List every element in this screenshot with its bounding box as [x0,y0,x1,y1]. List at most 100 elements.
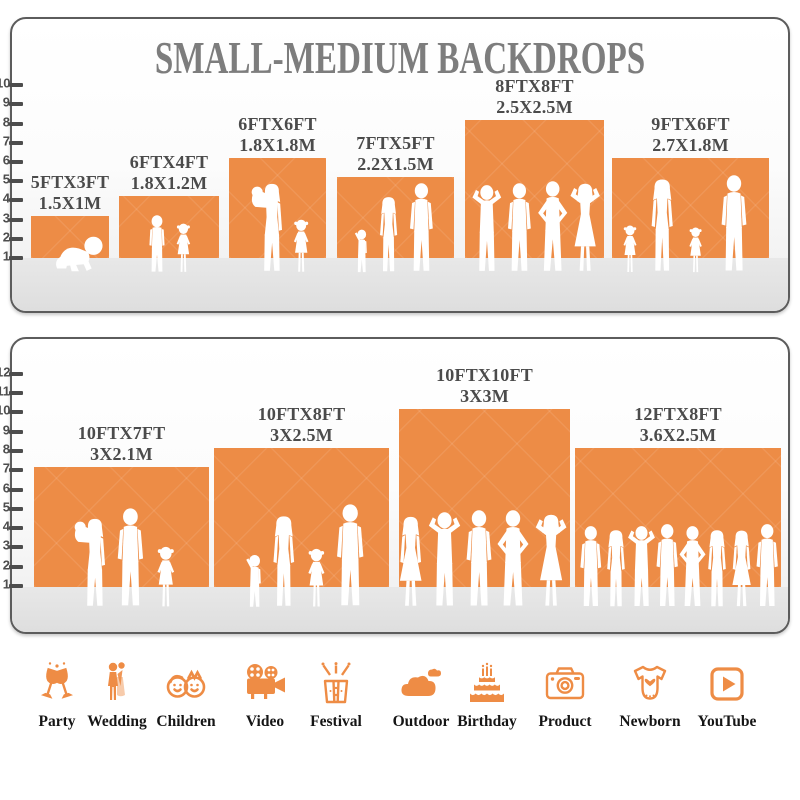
ruler-number: 7 [2,460,10,476]
backdrop-size-label: 6FTX4FT 1.8X1.2M [130,152,208,194]
ruler-tick [9,198,23,203]
backdrop-metric-label: 3.6X2.5M [639,424,717,445]
category-label: YouTube [697,713,757,730]
ruler-tick [9,256,23,260]
backdrop-size-label: 12FTX8FT 3.6X2.5M [634,404,722,446]
category-label: Party [38,713,76,730]
category-row: Party Wedding Children Video Festival Outdoor… [0,660,800,760]
silhouette-girl [307,548,325,607]
silhouette-man-arms-up [627,526,655,607]
ruler-number: 5 [2,499,10,515]
size-chart-panel-small-medium: SMALL-MEDIUM BACKDROPS 5FTX3FT 1.5X1M 6FTX… [0,17,800,313]
ruler-number: 6 [2,480,10,495]
silhouette-man [721,175,747,271]
ruler-tick [9,468,23,473]
silhouette-toddler [354,229,367,273]
silhouette-woman-holding-baby [74,518,105,606]
ruler-number: 12 [0,364,11,380]
ruler-tick [9,429,23,434]
ruler-number: 1 [2,248,10,264]
category-children: Children [138,660,234,731]
backdrop-rect [214,447,389,587]
ruler-number: 4 [2,190,10,206]
ruler-number: 7 [2,133,10,149]
wedding-icon [108,662,125,700]
category-label: Wedding [87,713,147,730]
video-icon [247,664,285,699]
ruler-number: 3 [2,537,10,553]
ruler-tick [9,487,23,492]
ruler-number: 9 [2,94,10,110]
backdrop-feet-label: 6FTX6FT [238,114,317,134]
silhouette-woman [380,197,398,272]
silhouette-man [507,183,531,271]
ruler-number: 6 [2,152,10,168]
silhouette-boy [149,215,165,272]
category-party: Party [9,660,105,731]
silhouette-man [117,508,143,606]
silhouette-man [336,504,364,606]
page-title: SMALL-MEDIUM BACKDROPS [154,32,646,83]
ruler-number: 8 [2,441,10,457]
ruler-tick [9,584,23,588]
silhouette-man [580,526,602,607]
ruler-number: 10 [0,75,11,91]
ruler-tick [9,410,23,415]
silhouette-man-hands-on-hips [497,510,529,606]
backdrop-size-label: 6FTX6FT 1.8X1.8M [238,114,316,156]
category-label: Product [538,713,592,730]
ruler-tick [9,140,23,145]
backdrop-rect [34,467,209,587]
silhouette-girl [157,546,175,607]
size-chart-panel-large: 10FTX7FT 3X2.1M 10FTX8FT 3X2.5M 10FTX10FT 3X3… [0,337,800,634]
ruler-number: 2 [2,229,10,245]
backdrop-size-label: 8FTX8FT 2.5X2.5M [495,76,573,118]
category-label: Outdoor [392,713,450,730]
backdrop-size-label: 10FTX10FT 3X3M [436,365,533,407]
backdrop-metric-label: 3X2.5M [270,424,333,445]
silhouette-man [409,183,433,271]
children-icon [166,669,206,698]
silhouette-man-hands-on-hips [678,526,706,607]
ruler-tick [9,371,23,376]
panel-frame: SMALL-MEDIUM BACKDROPS 5FTX3FT 1.5X1M 6FTX… [10,17,790,313]
ruler-number: 1 [2,576,10,592]
ground-strip [12,587,788,632]
category-newborn: Newborn [602,660,698,731]
ruler-number: 10 [0,402,11,418]
ruler-tick [9,236,23,241]
backdrop-metric-label: 3X3M [460,386,509,407]
backdrop-size-label: 9FTX6FT 2.7X1.8M [651,114,729,156]
category-label: Video [245,713,285,730]
category-label: Children [156,713,216,730]
category-outdoor: Outdoor [373,660,469,731]
backdrop-metric-label: 1.5X1M [38,192,102,213]
silhouette-man-arms-up [429,512,461,606]
ruler-tick [9,217,23,222]
silhouette-girl [689,227,703,273]
category-youtube: YouTube [679,660,775,731]
silhouette-man [656,524,678,606]
silhouette-woman [651,179,673,271]
category-wedding: Wedding [69,660,165,731]
silhouette-woman [708,530,726,607]
backdrop-size-label: 10FTX7FT 3X2.1M [78,423,166,465]
silhouette-girl [623,225,637,272]
backdrop-feet-label: 8FTX8FT [495,75,574,96]
backdrop-metric-label: 2.7X1.8M [652,135,729,155]
ruler-number: 4 [2,518,10,534]
silhouette-girl [293,219,309,272]
backdrop-metric-label: 1.8X1.2M [130,173,208,194]
category-product: Product [517,660,613,731]
panel-frame: 10FTX7FT 3X2.1M 10FTX8FT 3X2.5M 10FTX10FT 3X3… [10,337,790,634]
ruler-number: 3 [2,210,10,226]
category-label: Newborn [619,713,681,730]
backdrop-metric-label: 2.5X2.5M [496,96,573,117]
product-icon [545,667,585,700]
ruler-tick [9,102,23,107]
ruler-tick [9,121,23,126]
silhouette-woman [273,516,295,606]
silhouette-woman-dress-arms-up [570,183,600,271]
backdrop-rect [119,196,219,258]
silhouette-man [756,524,778,606]
